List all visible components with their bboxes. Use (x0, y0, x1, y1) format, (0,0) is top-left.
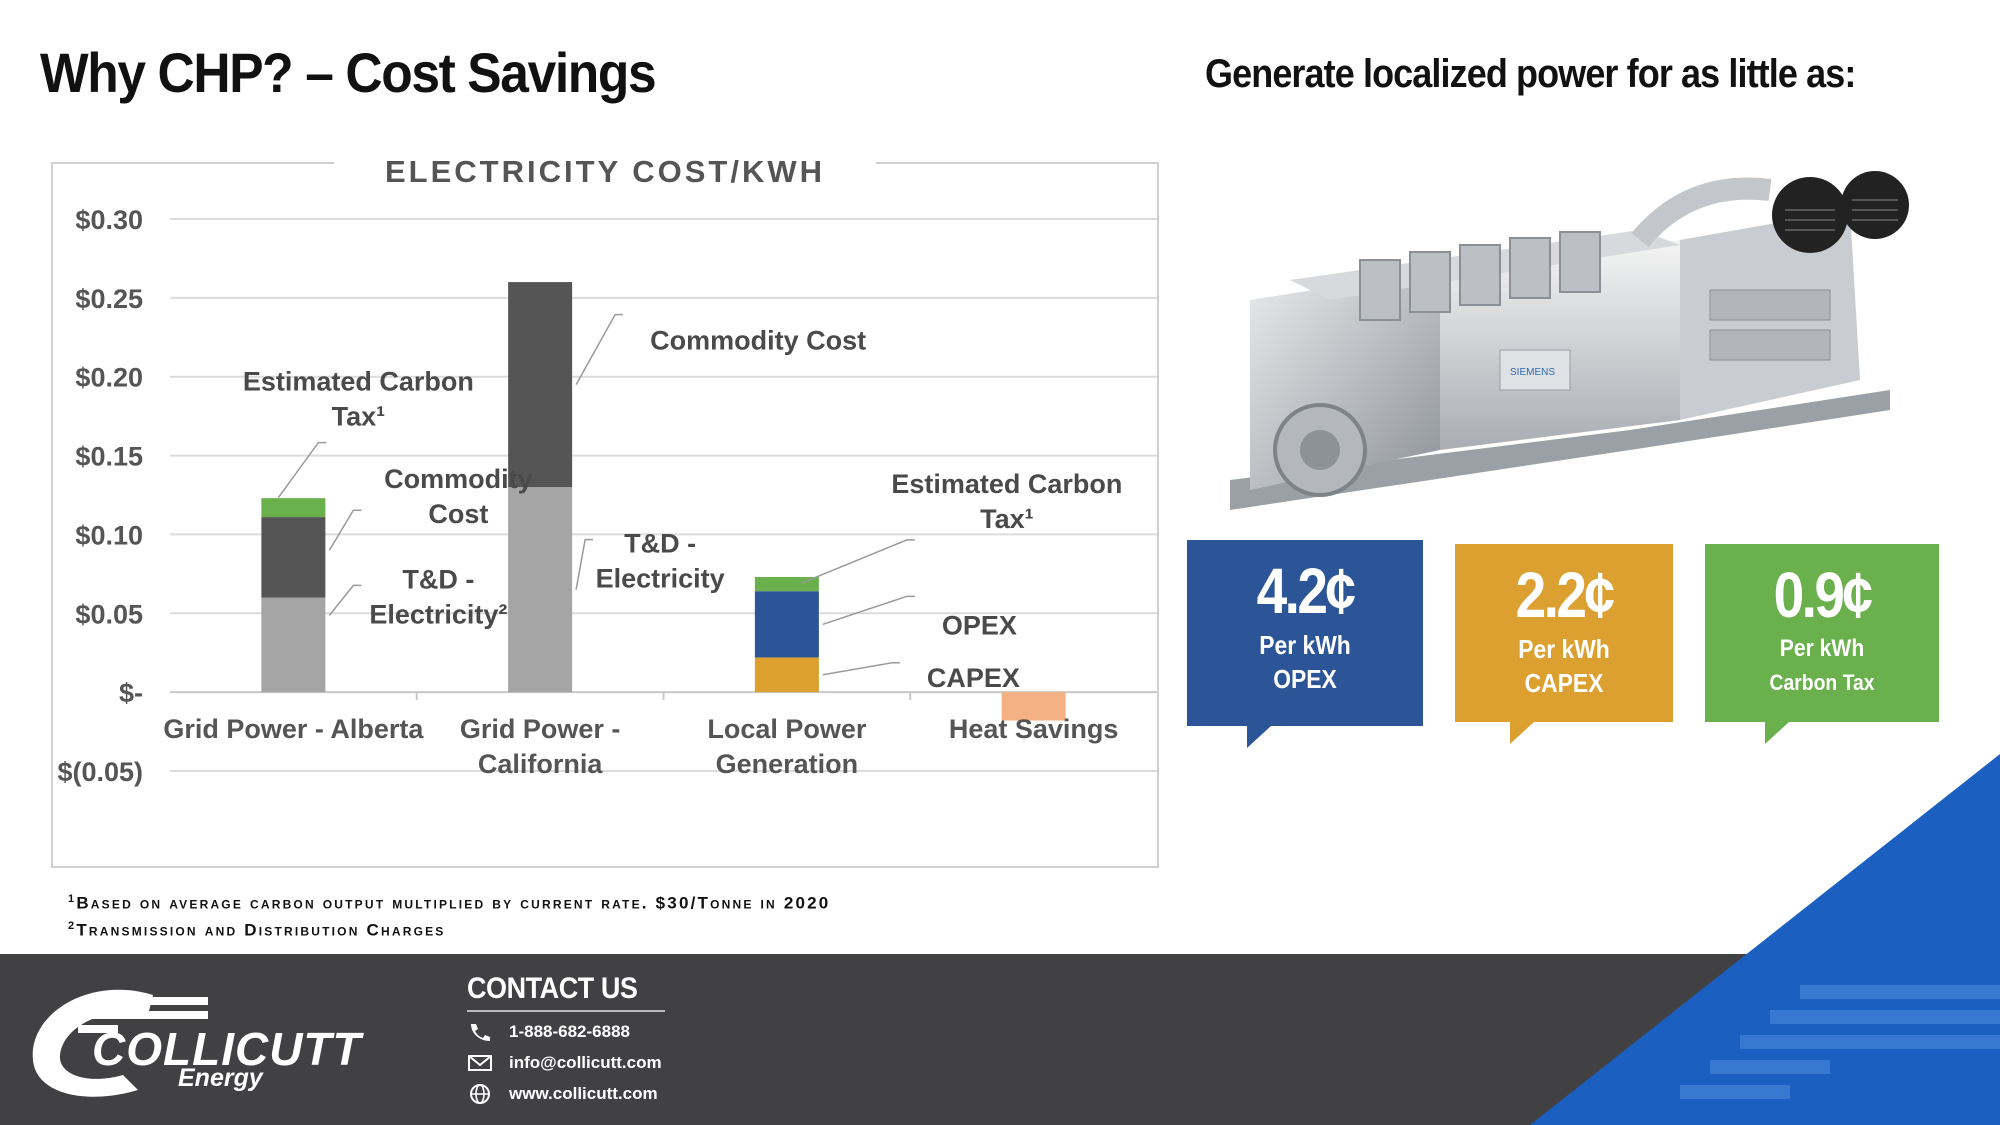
logo-name: COLLICUTT (92, 1023, 362, 1075)
contact-divider (467, 1010, 665, 1012)
logo-sub: Energy (178, 1064, 263, 1092)
x-category-label: Heat Savings (949, 714, 1119, 744)
annotation-leader (575, 538, 594, 590)
contact-title: CONTACT US (467, 972, 638, 1005)
chart-labels: $(0.05) $- $0.05 $0.10 $0.15 $0.20 $0.25 $0.30 G… (57, 205, 1122, 787)
bar-segment (261, 517, 326, 598)
price-category: OPEX (1273, 664, 1337, 694)
engine-brand-label: SIEMENS (1510, 367, 1555, 378)
y-tick-label: $- (119, 678, 143, 708)
y-tick-label: $(0.05) (57, 757, 143, 787)
chart-frame (51, 162, 1159, 868)
logo-swoosh-icon (32, 989, 208, 1097)
annotation-label: OPEX (942, 610, 1017, 640)
engine-illustration: SIEMENS (1230, 171, 1909, 510)
bar-segment (1001, 692, 1066, 721)
annotation-label: Tax¹ (980, 504, 1034, 534)
y-tick-label: $0.20 (75, 363, 143, 393)
contact-email-text[interactable]: info@collicutt.com (509, 1053, 662, 1072)
contact-website-text[interactable]: www.collicutt.com (509, 1084, 658, 1103)
x-category-label: Grid Power - Alberta (163, 714, 424, 744)
price-unit: Per kWh (1518, 634, 1610, 664)
chart-grid (170, 218, 1157, 772)
annotation-leader (575, 313, 624, 385)
price-category: CAPEX (1524, 668, 1604, 698)
y-tick-label: $0.25 (75, 284, 143, 314)
bar-segment (508, 282, 573, 488)
bar-segment (754, 577, 819, 592)
annotation-leader (277, 441, 327, 499)
x-category-label: Local Power (707, 714, 867, 744)
x-category-label: Grid Power - (460, 714, 621, 744)
annotation-label: Tax¹ (332, 402, 386, 432)
annotation-label: Estimated Carbon (243, 367, 474, 397)
bar-segment (261, 597, 326, 693)
chart-title-bg (334, 150, 876, 180)
price-box-carbon-tax: 0.9¢ Per kWh Carbon Tax (1705, 544, 1939, 744)
y-tick-label: $0.10 (75, 520, 143, 550)
y-tick-label: $0.15 (75, 442, 143, 472)
price-category: Carbon Tax (1769, 670, 1875, 695)
phone-icon (471, 1024, 490, 1041)
x-category-label: California (478, 749, 604, 779)
page-subtitle: Generate localized power for as little a… (1205, 52, 1856, 96)
contact-website[interactable]: www.collicutt.com (467, 1084, 658, 1104)
contact-email[interactable]: info@collicutt.com (467, 1053, 662, 1073)
y-tick-label: $0.05 (75, 599, 143, 629)
bar-segment (508, 487, 573, 693)
annotation-label: T&D - (402, 564, 474, 594)
annotation-label: Cost (428, 499, 488, 529)
footnote-2: 2Transmission and Distribution Charges (68, 920, 446, 940)
email-icon (468, 1055, 492, 1071)
contact-phone[interactable]: 1-888-682-6888 (467, 1022, 630, 1042)
bar-segment (754, 657, 819, 693)
annotation-label: CAPEX (927, 663, 1020, 693)
annotation-label: T&D - (624, 529, 696, 559)
chart-bars (261, 282, 1066, 721)
contact-phone-text[interactable]: 1-888-682-6888 (509, 1022, 630, 1041)
price-unit: Per kWh (1779, 635, 1865, 662)
price-value: 2.2¢ (1515, 559, 1615, 631)
page-title: Why CHP? – Cost Savings (40, 41, 657, 104)
footnote-1: 1Based on average carbon output multipli… (68, 893, 831, 913)
annotation-label: Electricity² (369, 599, 507, 629)
price-unit: Per kWh (1259, 630, 1351, 660)
annotation-leader (328, 509, 362, 551)
annotation-label: Electricity (596, 564, 725, 594)
price-box-opex: 4.2¢ Per kWh OPEX (1187, 540, 1423, 748)
annotation-leader (822, 662, 900, 676)
annotation-label: Commodity Cost (650, 326, 866, 356)
annotation-leader (328, 584, 362, 616)
x-category-label: Generation (716, 749, 859, 779)
price-value: 0.9¢ (1773, 559, 1873, 631)
price-box-capex: 2.2¢ Per kWh CAPEX (1455, 544, 1673, 744)
chart-title: ELECTRICITY COST/KWH (385, 154, 825, 189)
y-tick-label: $0.30 (75, 205, 143, 235)
bar-segment (754, 591, 819, 658)
annotation-label: Estimated Carbon (891, 469, 1122, 499)
annotation-label: Commodity (384, 464, 533, 494)
annotation-leader (822, 595, 915, 626)
annotation-leader (801, 539, 915, 584)
price-value: 4.2¢ (1256, 555, 1356, 627)
bar-segment (261, 498, 326, 518)
globe-icon (470, 1084, 490, 1104)
